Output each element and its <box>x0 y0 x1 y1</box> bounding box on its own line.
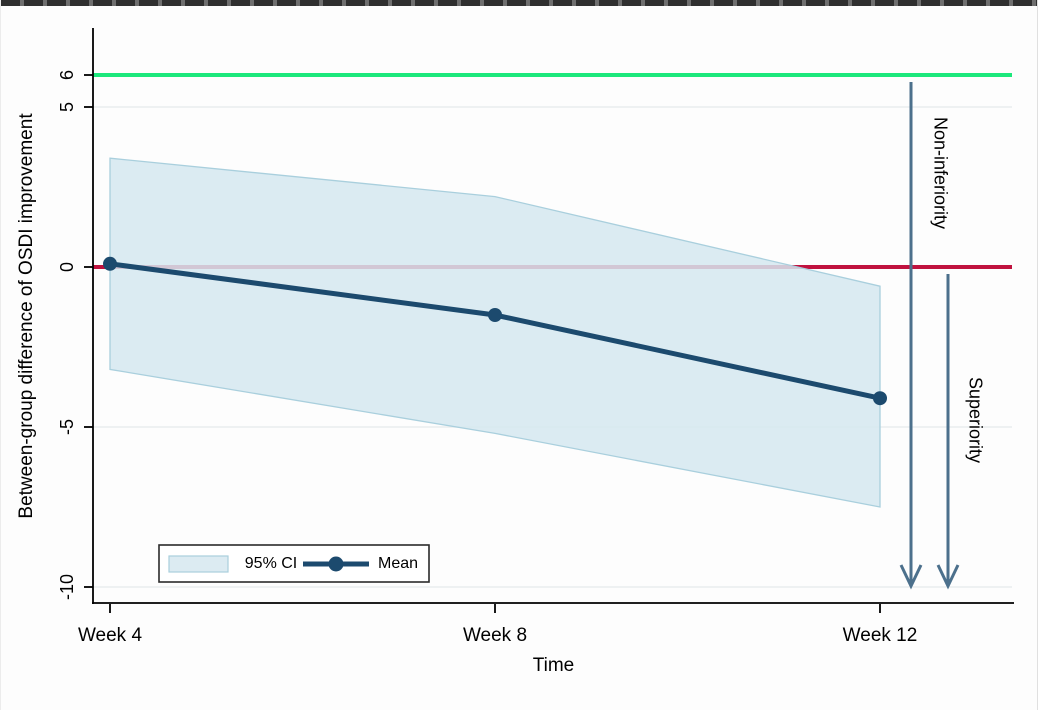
superiority-label: Superiority <box>965 377 985 463</box>
y-tick-label: -10 <box>57 574 77 600</box>
mean-marker <box>873 391 887 406</box>
superiority-arrow-head <box>936 564 960 590</box>
non-inferiority-arrow-head <box>899 564 923 590</box>
y-tick-label: 0 <box>57 262 77 272</box>
ci-band <box>109 157 881 508</box>
y-tick-label: 5 <box>57 102 77 112</box>
legend-mean-label: Mean <box>378 555 418 572</box>
legend-ci-label: 95% CI <box>245 555 297 572</box>
x-tick-label: Week 8 <box>463 625 527 646</box>
y-axis-title: Between-group difference of OSDI improve… <box>16 113 37 519</box>
x-tick-label: Week 4 <box>78 625 143 646</box>
x-axis-title: Time <box>533 655 575 676</box>
non-inferiority-label: Non-inferiority <box>930 117 950 229</box>
legend-mean-marker-sample <box>328 556 344 572</box>
mean-marker <box>488 308 502 322</box>
legend-ci-swatch <box>168 555 229 573</box>
x-tick-label: Week 12 <box>843 625 918 646</box>
mean-marker <box>103 256 117 271</box>
window-top-edge <box>1 0 1037 6</box>
y-tick-label: -5 <box>57 419 77 435</box>
y-tick-label: 6 <box>57 70 77 80</box>
